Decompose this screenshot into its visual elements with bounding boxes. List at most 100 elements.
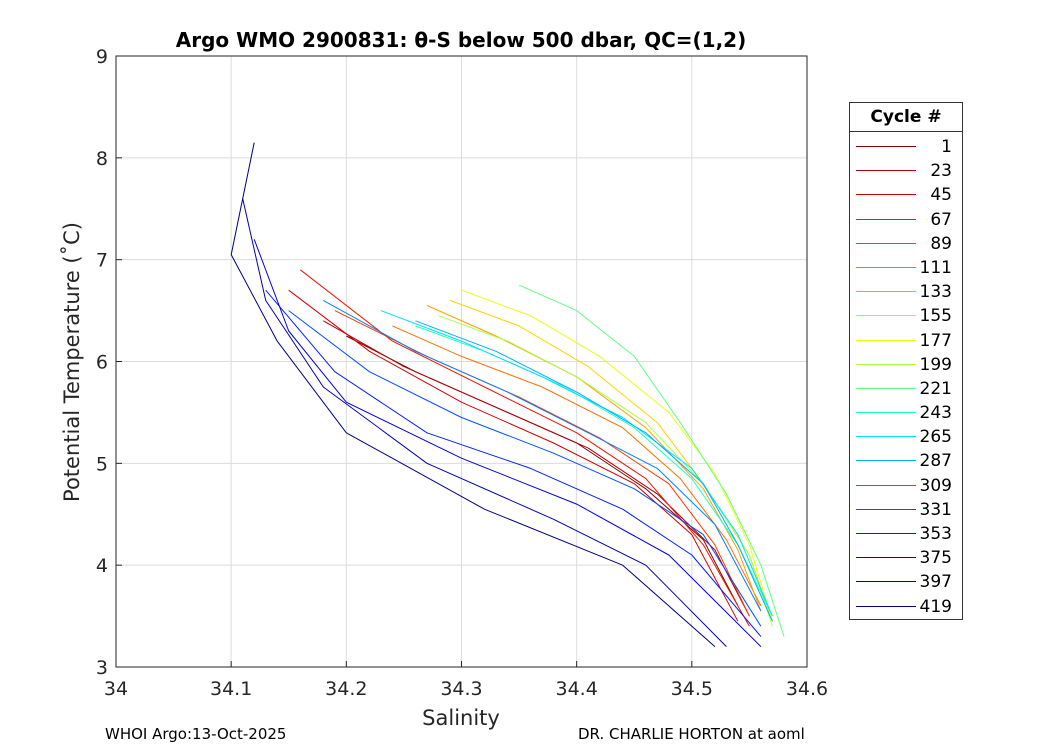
y-tick-label: 8 bbox=[96, 148, 108, 170]
legend-label: 67 bbox=[930, 209, 952, 230]
legend-item: 177 bbox=[850, 330, 962, 354]
legend-item: 419 bbox=[850, 596, 962, 620]
legend-label: 221 bbox=[919, 378, 952, 399]
y-tick-label: 5 bbox=[96, 453, 108, 475]
y-tick-label: 6 bbox=[96, 352, 108, 374]
series-line-cycle-45 bbox=[288, 289, 739, 622]
x-tick-label: 34.6 bbox=[786, 678, 828, 700]
series-line-cycle-397 bbox=[242, 198, 727, 647]
x-axis-label: Salinity bbox=[422, 706, 500, 730]
legend-swatch bbox=[856, 508, 916, 510]
y-axis: 3 4 5 6 7 8 9 bbox=[96, 46, 122, 679]
x-tick-label: 34.5 bbox=[671, 678, 713, 700]
legend-label: 133 bbox=[919, 282, 952, 303]
legend-item: 331 bbox=[850, 499, 962, 523]
series-line-cycle-375 bbox=[253, 239, 762, 647]
legend-label: 89 bbox=[930, 233, 952, 254]
x-tick-label: 34.1 bbox=[210, 678, 252, 700]
legend-item: 243 bbox=[850, 402, 962, 426]
legend-label: 353 bbox=[919, 524, 952, 544]
legend-swatch bbox=[856, 387, 916, 389]
legend-swatch bbox=[856, 266, 916, 268]
series-line-cycle-265 bbox=[380, 310, 773, 617]
legend-label: 23 bbox=[930, 161, 952, 182]
x-tick-label: 34.2 bbox=[325, 678, 367, 700]
series-line-cycle-353 bbox=[265, 289, 762, 637]
legend-item: 265 bbox=[850, 426, 962, 450]
y-axis-label: Potential Temperature (˚C) bbox=[60, 222, 84, 502]
legend-swatch bbox=[856, 242, 916, 244]
legend-label: 419 bbox=[919, 596, 952, 617]
legend-item: 375 bbox=[850, 547, 962, 571]
legend-swatch bbox=[856, 412, 916, 414]
legend-swatch bbox=[856, 339, 916, 341]
legend-swatch bbox=[856, 315, 916, 317]
series-line-cycle-23 bbox=[323, 320, 750, 617]
legend-label: 243 bbox=[919, 403, 952, 424]
series-line-cycle-177 bbox=[461, 289, 773, 622]
legend-label: 45 bbox=[930, 185, 952, 206]
legend-item: 111 bbox=[850, 257, 962, 281]
legend-label: 265 bbox=[919, 427, 952, 448]
legend-item: 1 bbox=[850, 136, 962, 160]
legend-item: 287 bbox=[850, 450, 962, 474]
legend-swatch bbox=[856, 146, 916, 147]
y-tick-label: 7 bbox=[96, 250, 108, 272]
series-line-cycle-67 bbox=[299, 269, 750, 627]
series-line-cycle-199 bbox=[438, 315, 773, 627]
legend: Cycle # 1 23 45 67 89 111 133 155 177 199 221 243 26… bbox=[849, 102, 963, 620]
legend-item: 155 bbox=[850, 305, 962, 329]
legend-swatch bbox=[856, 484, 916, 486]
legend-swatch bbox=[856, 194, 916, 196]
y-tick-label: 4 bbox=[96, 555, 108, 577]
series-line-cycle-309 bbox=[323, 299, 762, 612]
series-line-cycle-133 bbox=[426, 305, 762, 612]
legend-swatch bbox=[856, 291, 916, 293]
legend-item: 45 bbox=[850, 184, 962, 208]
footer-operator: DR. CHARLIE HORTON at aoml bbox=[578, 725, 805, 743]
legend-swatch bbox=[856, 170, 916, 172]
legend-label: 155 bbox=[919, 306, 952, 327]
series-line-cycle-419 bbox=[230, 142, 716, 647]
legend-swatch bbox=[856, 218, 916, 220]
x-axis: 34 34.1 34.2 34.3 34.4 34.5 34.6 bbox=[104, 661, 828, 700]
y-tick-label: 9 bbox=[96, 46, 108, 68]
series-line-cycle-111 bbox=[392, 325, 762, 607]
series-layer bbox=[230, 142, 785, 647]
grid-lines bbox=[115, 55, 808, 668]
legend-label: 331 bbox=[919, 499, 952, 520]
legend-item: 397 bbox=[850, 571, 962, 595]
x-tick-label: 34.3 bbox=[440, 678, 482, 700]
legend-label: 287 bbox=[919, 451, 952, 472]
legend-swatch bbox=[856, 460, 916, 462]
legend-label: 199 bbox=[919, 354, 952, 375]
legend-title: Cycle # bbox=[850, 103, 962, 132]
series-line-cycle-155 bbox=[449, 299, 773, 622]
legend-list: 1 23 45 67 89 111 133 155 177 199 221 243 265 287 309 3… bbox=[850, 132, 962, 620]
legend-item: 133 bbox=[850, 281, 962, 305]
footer-source: WHOI Argo:13-Oct-2025 bbox=[105, 725, 287, 743]
series-line-cycle-287 bbox=[415, 320, 773, 622]
legend-label: 111 bbox=[919, 257, 952, 278]
legend-label: 177 bbox=[919, 330, 952, 351]
legend-swatch bbox=[856, 581, 916, 583]
y-tick-label: 3 bbox=[96, 657, 108, 679]
legend-label: 309 bbox=[919, 475, 952, 496]
chart-title: Argo WMO 2900831: θ-S below 500 dbar, QC… bbox=[176, 28, 746, 52]
legend-item: 199 bbox=[850, 354, 962, 378]
legend-label: 375 bbox=[919, 548, 952, 569]
legend-item: 89 bbox=[850, 233, 962, 257]
legend-item: 67 bbox=[850, 209, 962, 233]
series-line-cycle-221 bbox=[518, 284, 785, 637]
legend-label: 1 bbox=[941, 137, 952, 157]
legend-swatch bbox=[856, 605, 916, 607]
legend-label: 397 bbox=[919, 572, 952, 593]
legend-swatch bbox=[856, 557, 916, 559]
legend-item: 23 bbox=[850, 160, 962, 184]
x-tick-label: 34.4 bbox=[556, 678, 598, 700]
series-line-cycle-331 bbox=[288, 310, 762, 627]
legend-swatch bbox=[856, 436, 916, 438]
legend-swatch bbox=[856, 363, 916, 365]
legend-swatch bbox=[856, 533, 916, 534]
